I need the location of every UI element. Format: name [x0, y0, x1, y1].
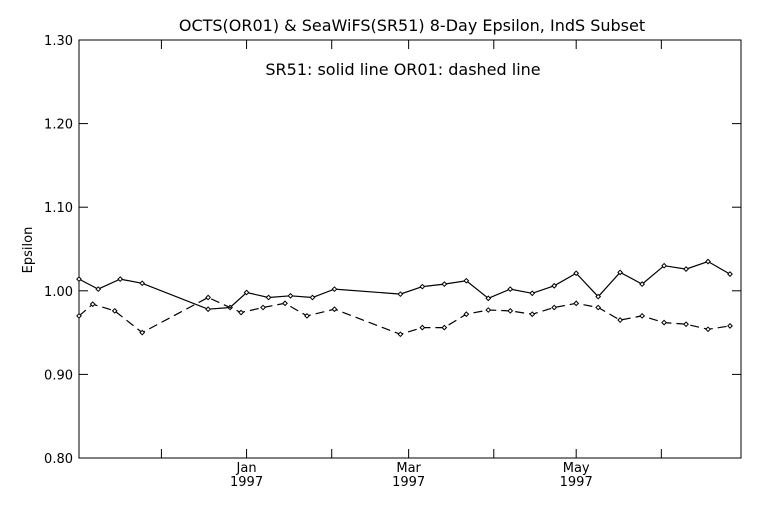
series-line-or01 [78, 296, 731, 335]
data-point-or01 [727, 323, 733, 329]
data-point-or01 [639, 312, 646, 319]
series-annotation: SR51: solid line OR01: dashed line [265, 60, 540, 79]
data-point-or01 [76, 312, 82, 319]
y-tick-label: 1.30 [44, 34, 73, 49]
x-tick-year: 1997 [392, 475, 425, 490]
data-point-or01 [111, 307, 118, 314]
x-tick-year: 1997 [560, 475, 593, 490]
data-point-sr51 [573, 270, 580, 277]
data-point-sr51 [331, 286, 338, 293]
data-point-or01 [463, 311, 470, 318]
data-point-sr51 [463, 277, 470, 284]
y-tick-label: 1.00 [44, 285, 73, 300]
data-point-sr51 [117, 276, 124, 283]
data-point-or01 [419, 324, 426, 331]
data-point-or01 [238, 309, 244, 316]
data-point-or01 [705, 326, 711, 333]
axes-layer: 0.800.901.001.101.201.30Jan1997Mar1997Ma… [44, 34, 741, 490]
data-point-sr51 [441, 281, 448, 288]
data-point-sr51 [617, 269, 624, 276]
y-tick-label: 0.80 [44, 452, 73, 467]
data-point-sr51 [205, 306, 212, 313]
data-point-sr51 [727, 271, 733, 277]
data-point-or01 [617, 317, 624, 323]
data-point-sr51 [265, 294, 272, 301]
data-point-or01 [139, 329, 146, 336]
x-tick-label: May [563, 461, 590, 476]
data-point-sr51 [595, 293, 602, 300]
data-point-or01 [304, 312, 310, 319]
series-line-sr51 [78, 260, 731, 310]
data-point-sr51 [639, 281, 646, 288]
data-point-sr51 [95, 286, 102, 293]
data-point-sr51 [243, 289, 250, 296]
chart-title: OCTS(OR01) & SeaWiFS(SR51) 8-Day Epsilon… [179, 16, 645, 35]
series-layer [76, 258, 733, 338]
data-point-sr51 [507, 286, 514, 293]
data-point-or01 [397, 331, 404, 338]
y-tick-label: 0.90 [44, 368, 73, 383]
data-point-or01 [595, 304, 602, 311]
data-point-or01 [441, 324, 448, 331]
data-point-or01 [485, 307, 492, 313]
data-point-or01 [331, 306, 338, 313]
data-point-or01 [573, 300, 580, 307]
data-point-or01 [683, 321, 689, 328]
data-point-sr51 [551, 282, 558, 289]
data-point-or01 [507, 307, 514, 314]
data-point-sr51 [683, 266, 689, 272]
y-axis-label: Epsilon [21, 227, 36, 274]
data-point-sr51 [661, 262, 667, 269]
x-tick-year: 1997 [230, 475, 263, 490]
data-point-sr51 [76, 276, 82, 283]
data-point-sr51 [485, 295, 492, 302]
data-point-or01 [282, 300, 288, 307]
data-point-sr51 [529, 290, 536, 297]
x-tick-label: Jan [236, 461, 257, 476]
data-point-sr51 [705, 258, 711, 265]
data-point-sr51 [397, 291, 404, 298]
y-tick-label: 1.20 [44, 118, 73, 133]
data-point-sr51 [287, 292, 294, 299]
data-point-or01 [551, 304, 558, 311]
x-tick-label: Mar [396, 461, 421, 476]
data-point-or01 [89, 301, 96, 308]
data-point-sr51 [139, 280, 146, 287]
plot-frame [78, 39, 742, 459]
data-point-or01 [529, 311, 536, 318]
data-point-or01 [260, 304, 266, 311]
data-point-or01 [661, 319, 667, 326]
data-point-or01 [205, 294, 212, 301]
y-tick-label: 1.10 [44, 201, 73, 216]
data-point-sr51 [419, 283, 426, 290]
data-point-sr51 [309, 294, 316, 301]
